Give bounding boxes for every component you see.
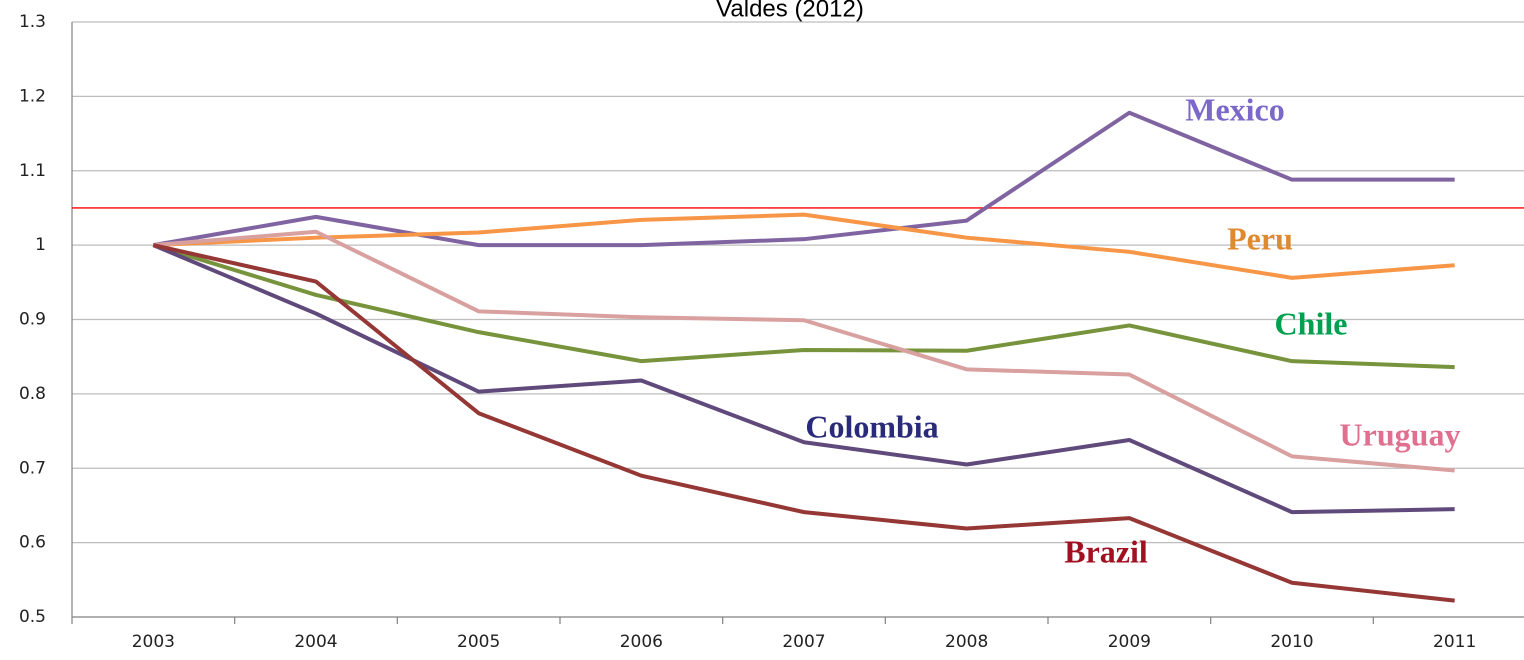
series-label: Colombia (805, 408, 938, 444)
x-tick-label: 2003 (132, 632, 175, 652)
y-tick-label: 1 (35, 235, 46, 255)
x-tick-label: 2005 (457, 632, 500, 652)
series-line (152, 243, 1455, 370)
series-label: Uruguay (1340, 416, 1461, 452)
x-tick-label: 2004 (294, 632, 337, 652)
series-line (153, 229, 1455, 473)
y-tick-label: 0.8 (19, 384, 46, 404)
series-label: Chile (1275, 305, 1348, 341)
x-tick-label: 2008 (945, 632, 988, 652)
y-tick-label: 1.1 (19, 161, 46, 181)
x-tick-label: 2006 (620, 632, 663, 652)
series-label: Brazil (1064, 533, 1148, 569)
series-line (152, 243, 1455, 515)
x-tick-label: 2009 (1108, 632, 1151, 652)
series-line (152, 110, 1455, 248)
chart-title: Valdes (2012) (716, 0, 864, 22)
series-label: Peru (1227, 220, 1293, 256)
y-tick-label: 0.7 (19, 458, 46, 478)
x-tick-label: 2007 (782, 632, 825, 652)
y-tick-label: 1.3 (19, 12, 46, 32)
y-tick-label: 0.9 (19, 310, 46, 330)
x-tick-label: 2010 (1270, 632, 1313, 652)
y-tick-label: 0.6 (19, 533, 46, 553)
x-tick-label: 2011 (1433, 632, 1476, 652)
series-line (152, 243, 1455, 603)
y-tick-label: 1.2 (19, 86, 46, 106)
series-line (153, 212, 1455, 280)
y-tick-label: 0.5 (19, 607, 46, 627)
series-label: Mexico (1185, 91, 1285, 127)
